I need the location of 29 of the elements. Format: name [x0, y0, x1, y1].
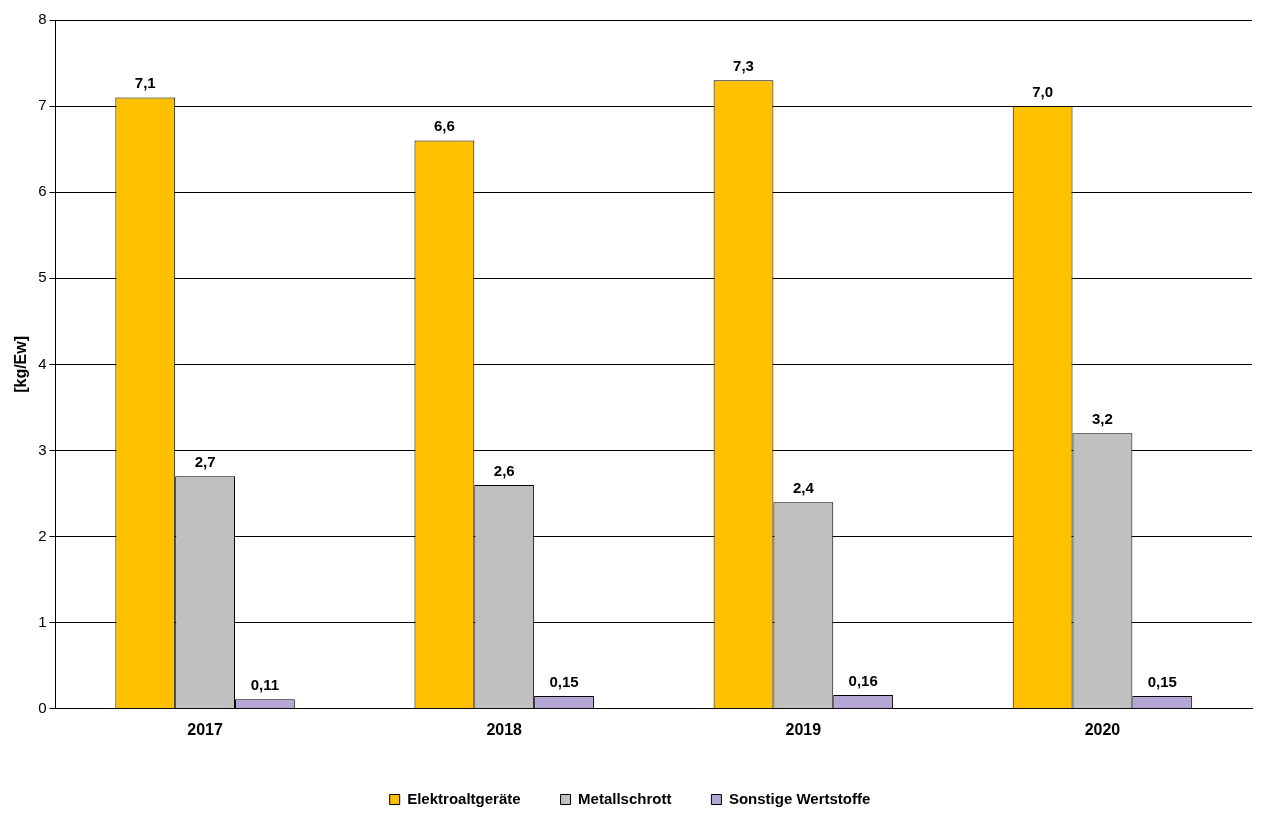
- data-label: 7,1: [134, 74, 156, 92]
- x-tick-label: 2017: [187, 720, 223, 738]
- y-tick-label: 5: [38, 268, 47, 286]
- data-label: 6,6: [433, 117, 455, 135]
- data-label: 3,2: [1092, 409, 1113, 427]
- x-tick-label: 2020: [1084, 720, 1121, 738]
- x-tick-label: 2019: [785, 720, 822, 738]
- data-label: 0,16: [848, 671, 878, 689]
- y-tick-label: 8: [38, 10, 47, 28]
- y-tick-label: 1: [38, 612, 47, 630]
- y-axis-title: [kg/Ew]: [12, 335, 30, 393]
- legend-label: Sonstige Wertstoffe: [728, 789, 871, 807]
- data-label: 0,15: [549, 672, 579, 690]
- y-tick-label: 6: [38, 182, 47, 200]
- data-label: 7,0: [1032, 82, 1054, 100]
- x-tick-label: 2018: [486, 720, 523, 738]
- y-tick-label: 0: [38, 698, 47, 716]
- legend-label: Elektroaltgeräte: [407, 789, 521, 807]
- data-label: 2,4: [792, 478, 815, 496]
- y-tick-label: 4: [38, 354, 47, 372]
- data-label: 2,7: [194, 452, 216, 470]
- data-label: 0,11: [250, 675, 280, 693]
- y-tick-label: 2: [38, 526, 47, 544]
- data-label: 0,15: [1147, 672, 1177, 690]
- legend-label: Metallschrott: [578, 789, 672, 807]
- data-label: 7,3: [733, 56, 754, 74]
- y-tick-label: 3: [38, 440, 47, 458]
- y-tick-label: 7: [38, 96, 47, 114]
- data-label: 2,6: [493, 461, 515, 479]
